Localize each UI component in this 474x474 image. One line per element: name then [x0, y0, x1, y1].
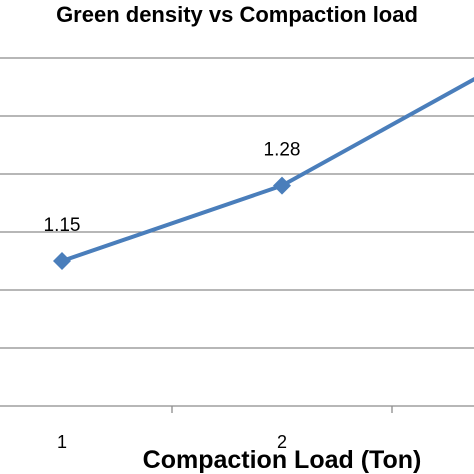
x-axis: [0, 405, 474, 413]
chart-title: Green density vs Compaction load: [56, 2, 418, 27]
data-labels: 1.15 1.28: [44, 140, 301, 236]
x-tick-label: 1: [57, 432, 67, 452]
data-label: 1.15: [44, 215, 81, 236]
data-point-marker: [273, 176, 291, 195]
gridlines: [0, 57, 474, 349]
x-axis-label: Compaction Load (Ton): [143, 446, 422, 474]
data-label: 1.28: [264, 140, 301, 161]
series-markers: [53, 176, 291, 270]
data-point-marker: [53, 252, 71, 270]
x-tick-label: 2: [277, 432, 287, 452]
